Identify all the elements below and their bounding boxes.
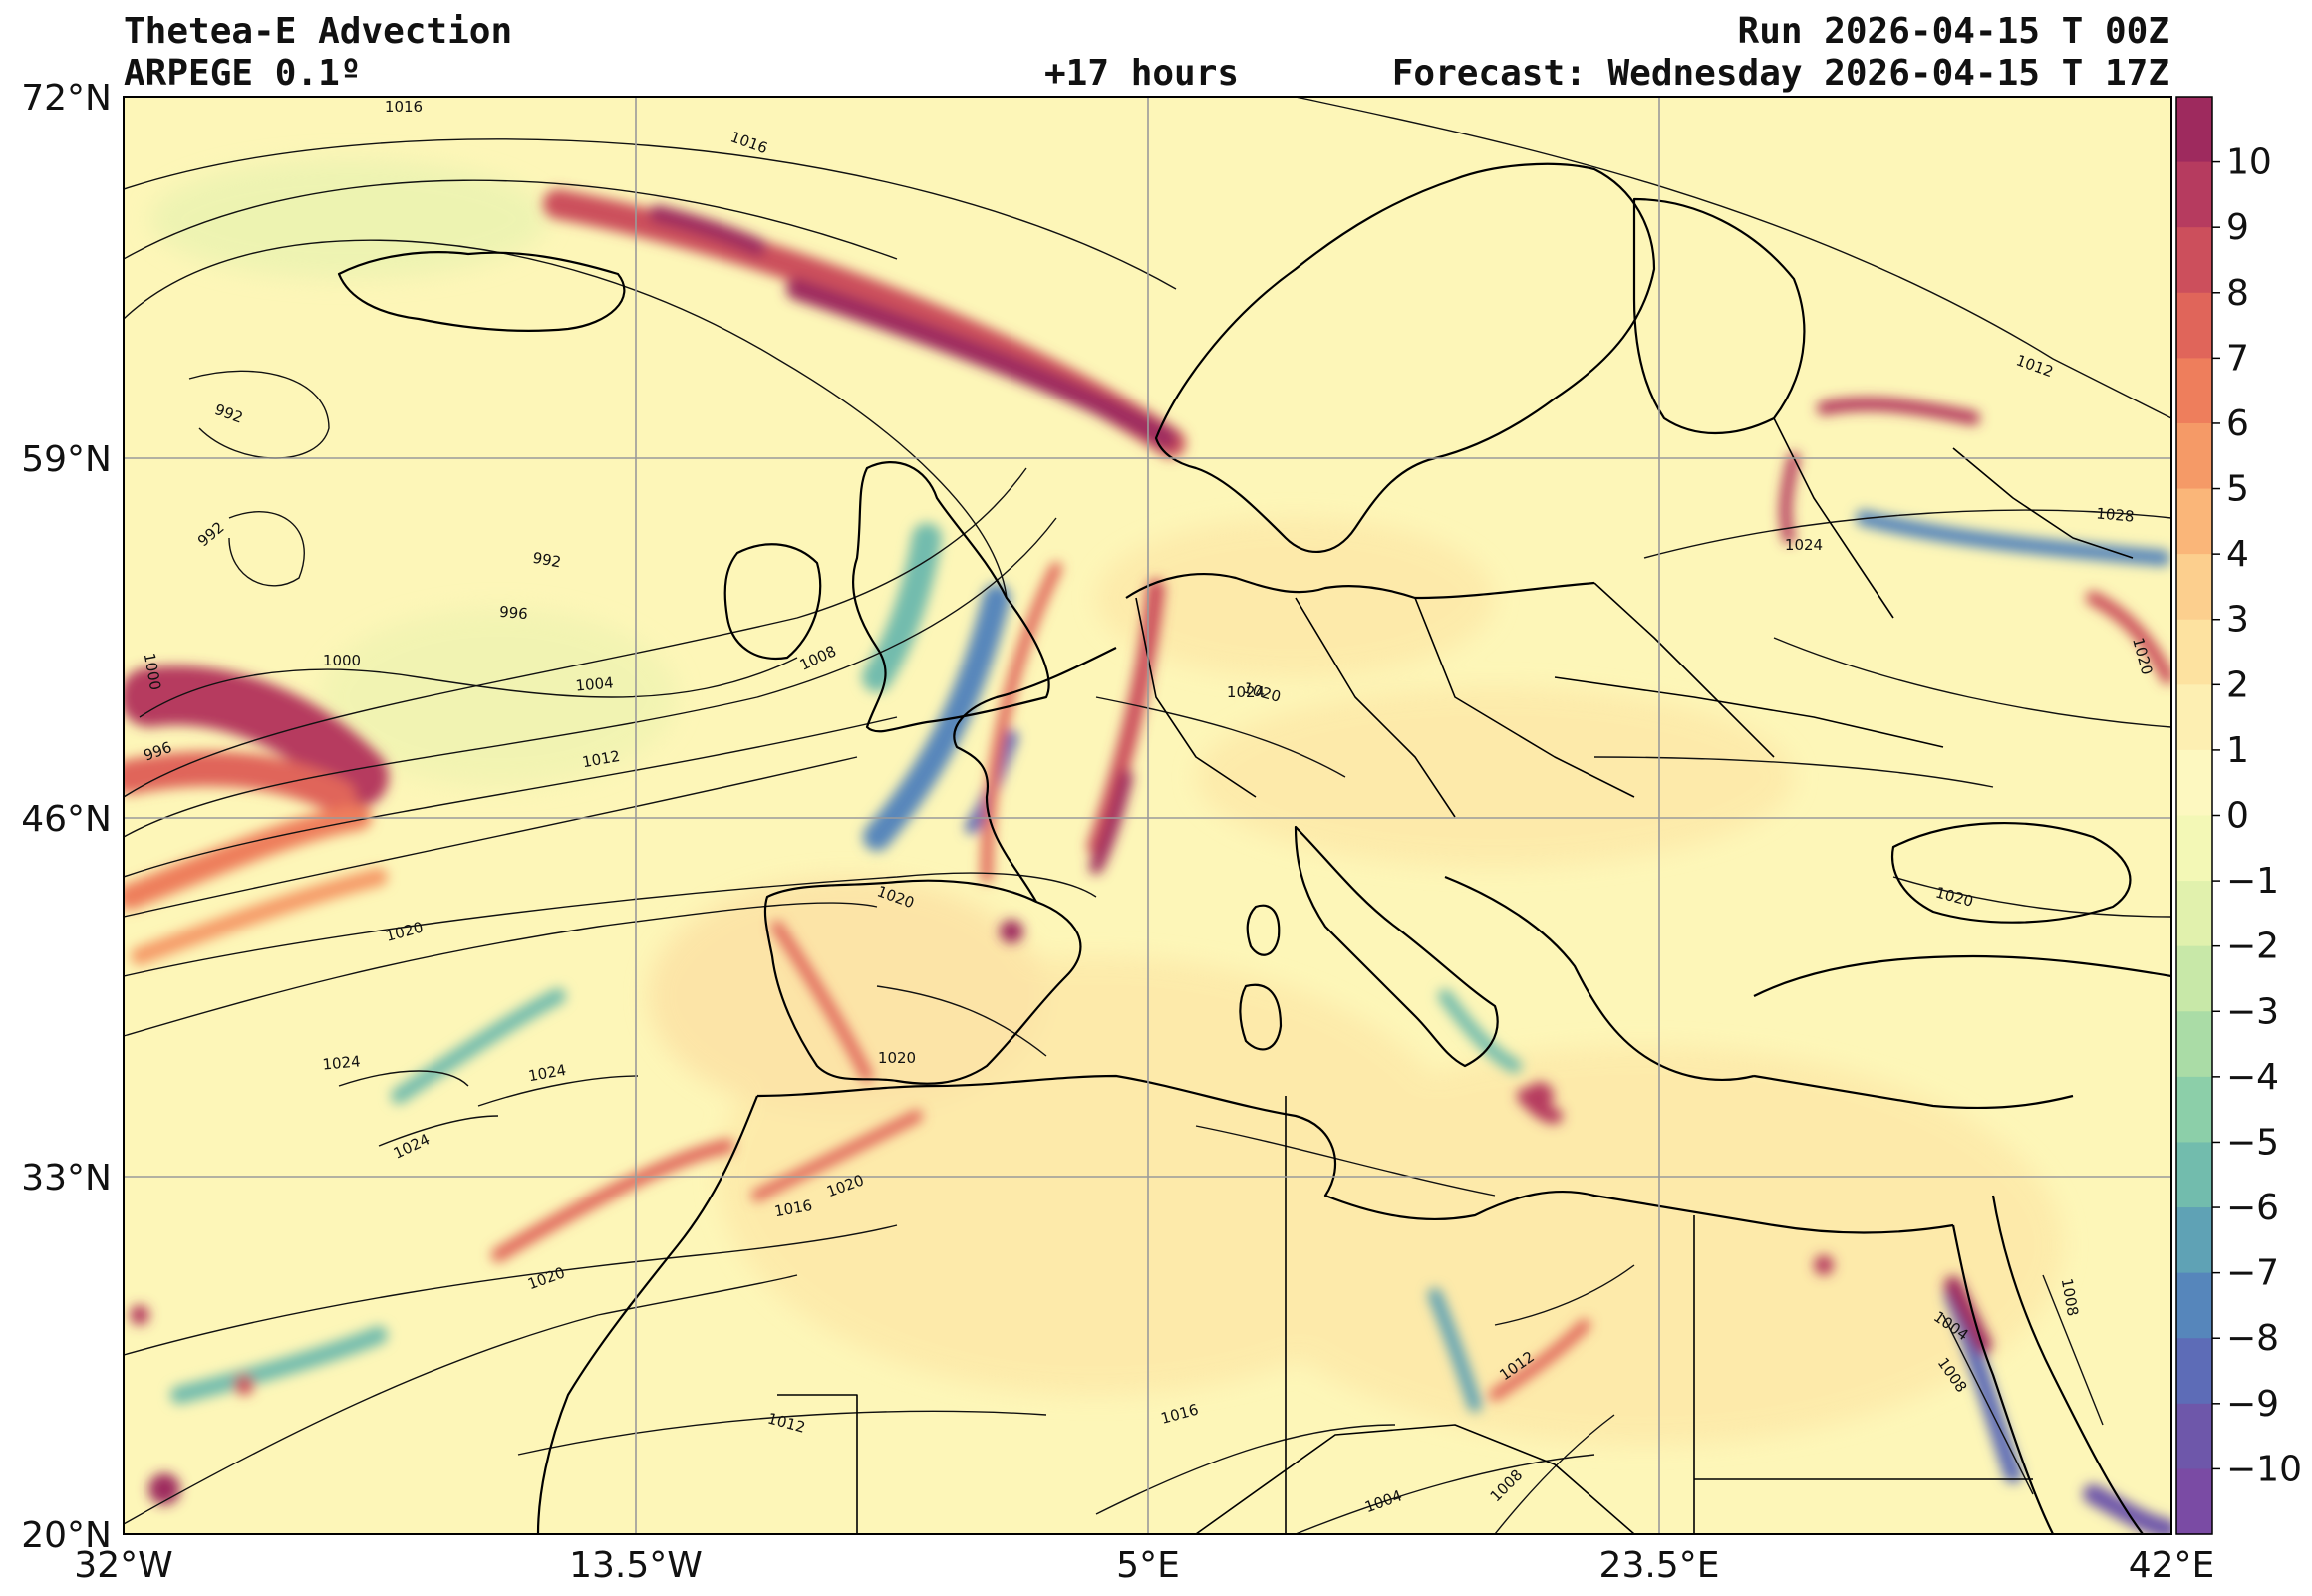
coastlines-and-borders	[337, 162, 2171, 1534]
colorbar-label: −10	[2226, 1449, 2302, 1489]
colorbar-label: −7	[2226, 1253, 2279, 1294]
advection-field	[124, 159, 2171, 1534]
lon-label: 23.5°E	[1599, 1545, 1720, 1586]
colorbar-swatch	[2176, 292, 2212, 359]
colorbar-label: 10	[2226, 142, 2272, 183]
colorbar-label: 2	[2226, 665, 2249, 705]
lon-label: 5°E	[1116, 1545, 1180, 1586]
colorbar-swatch	[2176, 749, 2212, 817]
forecast-time: Forecast: Wednesday 2026-04-15 T 17Z	[1391, 53, 2169, 94]
colorbar-swatch	[2176, 554, 2212, 621]
lat-label: 20°N	[21, 1515, 112, 1556]
colorbar-swatch	[2176, 1207, 2212, 1274]
lat-label: 72°N	[21, 78, 112, 119]
colorbar-swatch	[2176, 227, 2212, 294]
colorbar-label: −9	[2226, 1384, 2279, 1425]
colorbar-label: 5	[2226, 469, 2249, 510]
colorbar-label: 9	[2226, 207, 2249, 248]
colorbar-swatch	[2176, 1338, 2212, 1405]
colorbar-label: 4	[2226, 534, 2249, 575]
colorbar-swatch	[2176, 619, 2212, 685]
colorbar-swatch	[2176, 358, 2212, 424]
isobar-label: 1028	[2096, 504, 2136, 525]
lead-time: +17 hours	[1044, 53, 1240, 94]
colorbar-swatches	[2176, 97, 2212, 1535]
isobar-contours	[124, 97, 2171, 1534]
colorbar-label: −8	[2226, 1318, 2279, 1359]
colorbar-label: 0	[2226, 796, 2249, 837]
colorbar-label: −4	[2226, 1057, 2279, 1098]
colorbar-label: 1	[2226, 730, 2249, 771]
colorbar-label: −1	[2226, 861, 2279, 902]
isobar-label: 1024	[1227, 683, 1265, 701]
map-title: Thetea-E Advection	[124, 11, 513, 52]
isobar-label: 1004	[575, 673, 615, 694]
colorbar-label: 7	[2226, 338, 2249, 379]
colorbar-swatch	[2176, 815, 2212, 882]
lon-label: 32°W	[74, 1545, 172, 1586]
isobar-label: 992	[531, 549, 562, 572]
run-time: Run 2026-04-15 T 00Z	[1737, 11, 2169, 52]
colorbar-label: −2	[2226, 927, 2279, 967]
colorbar-swatch	[2176, 881, 2212, 947]
isobar-label: 1016	[385, 98, 423, 116]
colorbar-swatch	[2176, 422, 2212, 490]
colorbar-swatch	[2176, 1011, 2212, 1078]
colorbar-label: 6	[2226, 403, 2249, 444]
longitude-labels: 32°W 13.5°W 5°E 23.5°E 42°E	[74, 1545, 2214, 1586]
isobar-label: 1020	[878, 1049, 916, 1067]
colorbar-label: −5	[2226, 1122, 2279, 1163]
model-name: ARPEGE 0.1º	[124, 53, 362, 94]
lat-label: 59°N	[21, 439, 112, 480]
colorbar-swatch	[2176, 1142, 2212, 1208]
colorbar-swatch	[2176, 1468, 2212, 1535]
isobar-label: 1024	[1785, 536, 1823, 554]
colorbar-swatch	[2176, 97, 2212, 163]
colorbar-swatch	[2176, 161, 2212, 228]
map-frame	[123, 96, 2172, 1535]
lon-label: 13.5°W	[569, 1545, 703, 1586]
colorbar-label: −6	[2226, 1188, 2279, 1228]
isobar-label: 996	[498, 603, 528, 623]
latitude-labels: 72°N 59°N 46°N 33°N 20°N	[21, 78, 112, 1556]
colorbar-label: −3	[2226, 991, 2279, 1032]
colorbar-swatch	[2176, 488, 2212, 555]
colorbar-swatch	[2176, 1272, 2212, 1339]
isobar-label: 1000	[323, 652, 361, 669]
lon-label: 42°E	[2129, 1545, 2215, 1586]
lat-label: 46°N	[21, 799, 112, 840]
colorbar-swatch	[2176, 1403, 2212, 1470]
colorbar-swatch	[2176, 684, 2212, 751]
isobar-label: 1024	[322, 1052, 362, 1073]
colorbar-swatch	[2176, 1076, 2212, 1144]
lat-label: 33°N	[21, 1158, 112, 1198]
colorbar-label: 3	[2226, 600, 2249, 641]
colorbar-label: 8	[2226, 273, 2249, 314]
map-gridlines	[124, 97, 2171, 1534]
colorbar-swatch	[2176, 945, 2212, 1012]
